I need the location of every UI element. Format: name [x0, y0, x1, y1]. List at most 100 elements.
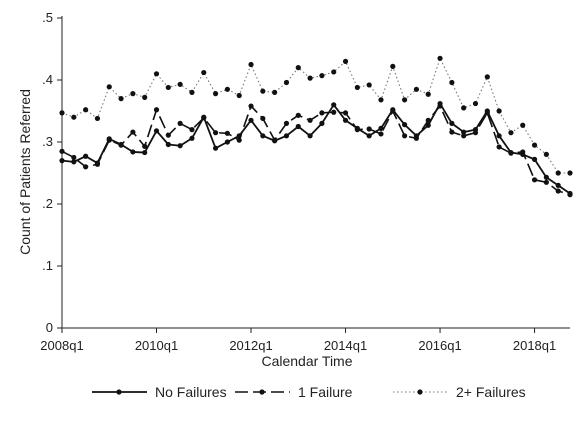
data-point [425, 117, 431, 123]
data-point [59, 110, 65, 116]
data-point [378, 131, 384, 137]
data-point [555, 182, 561, 188]
data-point [342, 58, 349, 64]
x-tick-label: 2012q1 [229, 338, 272, 353]
data-point [94, 115, 101, 122]
data-point [378, 97, 384, 103]
data-point [543, 151, 549, 157]
data-point [331, 109, 337, 115]
x-tick-label: 2018q1 [513, 338, 556, 353]
data-point [461, 133, 467, 139]
data-point [248, 103, 254, 109]
data-point [248, 117, 254, 123]
data-point [83, 153, 89, 159]
data-point [543, 174, 549, 180]
data-point [201, 115, 207, 121]
data-point [425, 91, 431, 97]
data-point [153, 71, 160, 77]
data-point [402, 97, 408, 103]
y-tick-label: 0 [46, 320, 53, 335]
data-point [484, 110, 490, 116]
data-point [83, 107, 89, 113]
data-point [212, 145, 219, 151]
data-point [531, 156, 538, 162]
data-point [177, 81, 183, 87]
data-point [272, 89, 278, 95]
series-lines [59, 55, 573, 198]
data-point [331, 69, 337, 75]
data-point [342, 110, 349, 116]
data-point [189, 89, 195, 95]
data-point [307, 117, 313, 123]
y-tick-label: .1 [42, 258, 53, 273]
data-point [118, 96, 124, 102]
data-point [153, 128, 160, 134]
data-point [319, 120, 325, 126]
data-point [402, 133, 408, 139]
data-point [366, 133, 372, 139]
data-point [449, 120, 455, 126]
legend-swatch-marker [259, 389, 265, 395]
data-point [153, 107, 160, 113]
data-point [142, 143, 148, 149]
data-point [283, 79, 290, 86]
data-point [390, 63, 396, 69]
data-point [236, 92, 242, 99]
y-tick-label: .3 [42, 134, 53, 149]
data-point [260, 133, 266, 139]
data-point [130, 129, 136, 135]
data-point [142, 149, 148, 156]
data-point [342, 117, 349, 123]
series-1-failure [59, 103, 573, 198]
legend-swatch-marker [116, 389, 122, 395]
data-point [555, 188, 561, 194]
axes: 0 .1 .2 .3 .4 .5 2008q1 2010q1 2012q1 2014q1 2016q… [40, 10, 570, 353]
data-point [520, 149, 526, 155]
data-point [461, 105, 467, 111]
data-point [331, 102, 337, 108]
data-point [59, 148, 65, 154]
data-point [189, 135, 195, 141]
data-point [354, 127, 360, 133]
data-point [307, 133, 313, 139]
data-point [520, 122, 526, 128]
data-point [260, 115, 266, 122]
data-point [212, 130, 219, 136]
data-point [59, 158, 65, 164]
data-point [224, 86, 230, 92]
data-point [118, 142, 124, 148]
data-point [472, 130, 479, 136]
data-point [413, 86, 420, 92]
data-point [319, 110, 325, 116]
legend-label: 2+ Failures [456, 384, 526, 400]
y-axis-title: Count of Patients Referred [17, 89, 33, 255]
data-point [555, 170, 561, 176]
data-point [142, 94, 148, 100]
data-point [224, 139, 230, 145]
legend-label: No Failures [155, 384, 227, 400]
data-point [71, 159, 77, 165]
data-point [165, 132, 171, 138]
data-point [437, 55, 443, 61]
data-point [295, 112, 301, 118]
data-point [390, 108, 396, 114]
data-point [437, 103, 443, 109]
data-point [248, 61, 254, 68]
data-point [472, 100, 479, 107]
data-point [260, 88, 266, 94]
x-tick-label: 2016q1 [418, 338, 461, 353]
legend-item: 1 Failure [235, 384, 353, 400]
legend-swatch-marker [417, 389, 423, 395]
y-tick-label: .2 [42, 196, 53, 211]
data-point [543, 179, 549, 185]
data-point [165, 141, 171, 148]
data-point [449, 79, 455, 86]
data-point [224, 130, 230, 136]
data-point [449, 129, 455, 135]
data-point [531, 142, 538, 148]
data-point [71, 114, 77, 120]
data-point [130, 91, 136, 97]
data-point [496, 144, 502, 150]
data-point [508, 150, 514, 156]
